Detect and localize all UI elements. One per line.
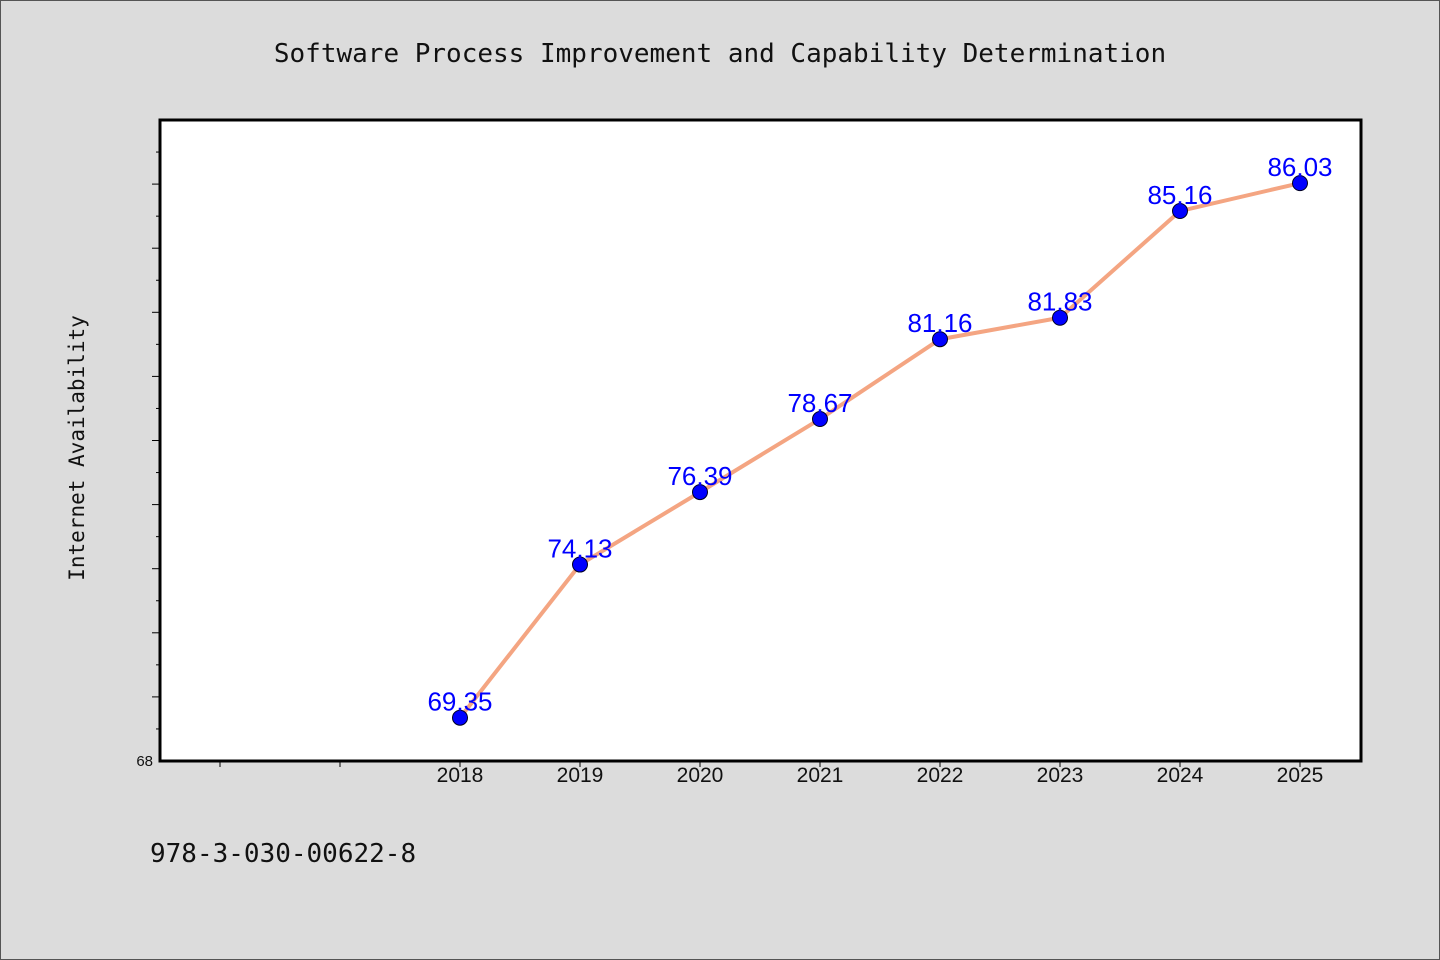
data-markers	[452, 175, 1308, 726]
data-point	[812, 411, 828, 428]
data-labels: 69.35 74.13 76.39 78.67 81.16 81.83 85.16 86.03	[427, 152, 1332, 717]
footer-isbn: 978-3-030-00622-8	[150, 839, 416, 869]
y-axis-ticks	[152, 151, 160, 730]
data-point	[452, 709, 468, 726]
data-point	[1172, 203, 1188, 220]
y-axis-label: Internet Availability	[65, 315, 89, 581]
data-point	[932, 331, 948, 348]
chart-title: Software Process Improvement and Capabil…	[274, 39, 1166, 69]
data-label: 69.35	[427, 687, 492, 717]
data-label: 85.16	[1147, 180, 1212, 210]
data-label: 74.13	[547, 534, 612, 564]
x-axis-tick-labels: 2018 2019 2020 2021 2022 2023 2024 2025	[437, 764, 1324, 787]
data-label: 78.67	[787, 388, 852, 418]
data-point	[1292, 175, 1308, 192]
data-label: 86.03	[1267, 152, 1332, 182]
data-label: 81.16	[907, 308, 972, 338]
x-tick-label: 2018	[437, 764, 484, 787]
data-point	[1052, 309, 1068, 326]
x-tick-label: 2023	[1037, 764, 1084, 787]
series-line	[458, 181, 1301, 719]
data-point	[692, 484, 708, 501]
x-tick-label: 2025	[1277, 764, 1324, 787]
data-label: 81.83	[1027, 287, 1092, 317]
x-tick-label: 2020	[677, 764, 724, 787]
x-axis-ticks	[219, 761, 1301, 767]
x-tick-label: 2022	[917, 764, 964, 787]
x-tick-label: 2021	[797, 764, 844, 787]
x-tick-label: 2024	[1157, 764, 1204, 787]
data-point	[572, 556, 588, 573]
x-tick-label: 2019	[557, 764, 604, 787]
y-tick-label-min: 68	[136, 753, 153, 770]
data-label: 76.39	[667, 461, 732, 491]
